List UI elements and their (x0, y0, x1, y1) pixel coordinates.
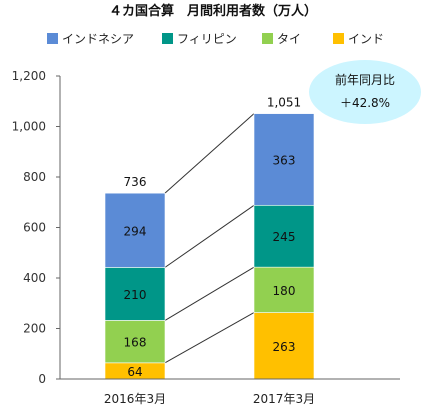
bar-value-label: 363 (273, 153, 296, 167)
legend-swatch-india (333, 33, 344, 44)
bar-value-label: 245 (273, 230, 296, 244)
bar-value-label: 180 (273, 284, 296, 298)
bar-value-label: 168 (124, 336, 147, 350)
bar-segment (253, 312, 315, 380)
y-tick-label: 1,000 (12, 120, 46, 134)
y-tick-label: 200 (23, 322, 46, 336)
y-tick-label: 600 (23, 221, 46, 235)
bar-value-label: 263 (273, 340, 296, 354)
chart-title: ４カ国合算 月間利用者数（万人） (109, 3, 317, 19)
bar-total-label: 736 (124, 175, 147, 189)
x-tick-label: 2016年3月 (104, 392, 166, 406)
bar-value-label: 294 (124, 224, 147, 238)
bar-segment (104, 320, 166, 364)
y-tick-label: 400 (23, 271, 46, 285)
bar-segment (253, 266, 315, 313)
y-tick-label: 800 (23, 170, 46, 184)
connector-line (164, 266, 255, 321)
y-tick-label: 1,200 (12, 69, 46, 83)
legend-label-india: インド (348, 32, 384, 46)
y-tick-label: 0 (38, 372, 46, 386)
connector-lines (164, 113, 255, 364)
bar-segment (253, 113, 315, 206)
bars: 64 168 210 294 736 263 180 245 363 1,051 (104, 96, 315, 380)
bar-value-label: 210 (124, 288, 147, 302)
legend-swatch-philippines (162, 33, 173, 44)
callout-bubble (309, 60, 421, 124)
y-axis: 0 200 400 600 800 1,000 1,200 (12, 69, 61, 386)
bar-segment (104, 267, 166, 321)
legend-label-indonesia: インドネシア (62, 32, 134, 46)
bar-total-label: 1,051 (267, 96, 301, 110)
bar-value-label: 64 (127, 365, 142, 379)
bar-segment (104, 192, 166, 268)
growth-callout: 前年同月比 ＋42.8% (309, 60, 421, 124)
legend-label-thailand: タイ (277, 32, 301, 46)
legend-label-philippines: フィリピン (177, 32, 237, 46)
connector-line (164, 113, 255, 194)
legend: インドネシア フィリピン タイ インド (47, 32, 384, 46)
legend-swatch-thailand (262, 33, 273, 44)
legend-swatch-indonesia (47, 33, 58, 44)
connector-line (164, 204, 255, 268)
x-tick-label: 2017年3月 (253, 392, 315, 406)
x-axis: 2016年3月 2017年3月 (60, 378, 400, 406)
callout-value: ＋42.8% (340, 96, 390, 110)
callout-label: 前年同月比 (335, 72, 395, 87)
connector-line (164, 312, 255, 364)
